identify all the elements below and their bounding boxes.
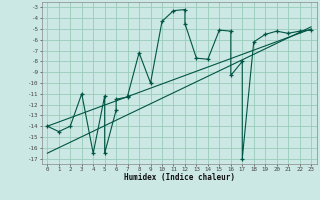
X-axis label: Humidex (Indice chaleur): Humidex (Indice chaleur) xyxy=(124,173,235,182)
